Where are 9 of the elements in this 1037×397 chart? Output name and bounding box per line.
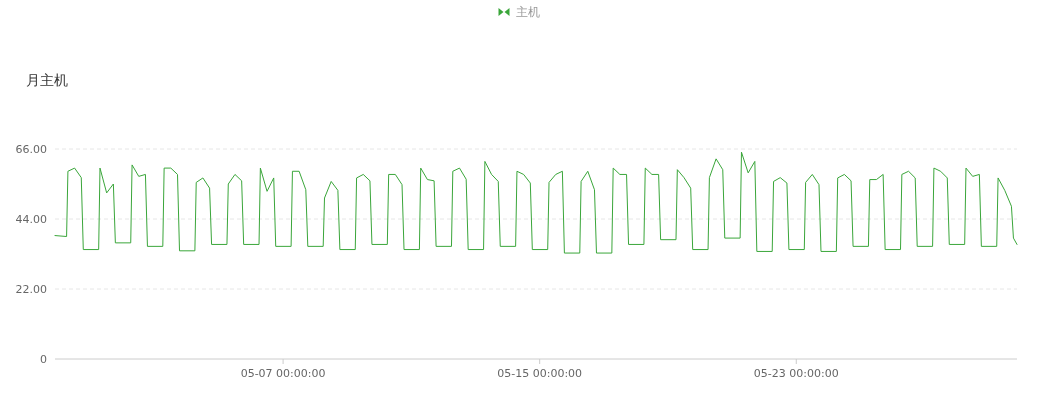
x-tick-label: 05-07 00:00:00 (240, 367, 326, 380)
x-tick-label: 05-15 00:00:00 (497, 367, 583, 380)
y-tick-label: 44.00 (15, 213, 47, 226)
y-tick-label: 66.00 (15, 143, 47, 156)
y-tick-label: 0 (40, 353, 47, 366)
y-tick-label: 22.00 (15, 283, 47, 296)
x-tick-label: 05-23 00:00:00 (753, 367, 839, 380)
text: 主机 (515, 5, 540, 19)
chart-title: 月主机 (26, 72, 68, 88)
